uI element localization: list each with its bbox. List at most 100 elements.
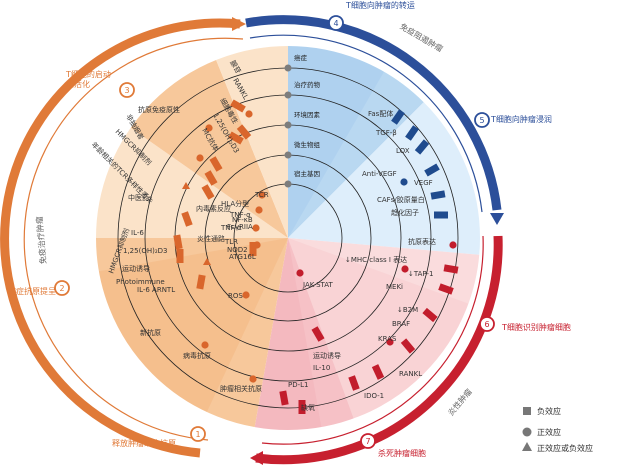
ring-dot bbox=[284, 151, 292, 159]
negative-marker bbox=[249, 242, 257, 256]
ring-label: 癌症 bbox=[294, 53, 308, 62]
positive-marker bbox=[400, 178, 408, 186]
positive-marker bbox=[201, 341, 209, 349]
negative-marker bbox=[204, 170, 218, 186]
stage-arc-blue bbox=[245, 15, 502, 211]
factor-label: 新抗原 bbox=[140, 328, 161, 337]
factor-label: ROS bbox=[228, 292, 243, 300]
factor-label: FcγRIIA bbox=[227, 223, 253, 231]
stage-number: 6 bbox=[484, 320, 489, 329]
negative-marker bbox=[230, 99, 246, 113]
factor-label: TGF-β bbox=[375, 129, 397, 137]
negative-marker bbox=[181, 211, 193, 227]
stage-arc-orange-inner bbox=[23, 37, 244, 441]
stage-arc-blue-inner bbox=[249, 34, 483, 213]
factor-markers bbox=[173, 99, 459, 414]
stage-number: 5 bbox=[479, 116, 484, 125]
positive-marker bbox=[242, 291, 250, 299]
factor-label: Anti-VEGF bbox=[362, 170, 397, 178]
factor-label: IL-6 bbox=[131, 229, 144, 237]
mixed-marker bbox=[182, 182, 190, 189]
outer-circle bbox=[94, 44, 482, 432]
negative-marker bbox=[443, 264, 459, 274]
stage-badge bbox=[190, 426, 206, 442]
negative-marker bbox=[298, 400, 306, 414]
factor-label: 1,25(OH)₂D3 bbox=[123, 247, 167, 255]
factor-label: TCR bbox=[254, 191, 269, 199]
arrowhead-orange bbox=[232, 17, 246, 31]
factor-label: HLA分型 bbox=[221, 199, 249, 208]
negative-marker bbox=[400, 338, 416, 354]
stage-label: T细胞的启动 bbox=[65, 69, 111, 79]
stage-label: 释放肿瘤细胞抗原 bbox=[112, 438, 176, 448]
negative-marker bbox=[371, 364, 385, 380]
ring-dot bbox=[284, 180, 292, 188]
sector-wedge bbox=[95, 127, 288, 238]
legend-square-icon bbox=[523, 407, 531, 415]
stage-label: T细胞识别肿瘤细胞 bbox=[501, 322, 571, 332]
negative-marker bbox=[414, 139, 430, 155]
sector-wedges bbox=[94, 44, 482, 432]
factor-label: ↓B2M bbox=[397, 306, 418, 314]
stage-arcs bbox=[0, 15, 504, 465]
sector-wedge bbox=[215, 45, 288, 238]
positive-marker bbox=[449, 241, 457, 249]
ring-dot bbox=[284, 91, 292, 99]
negative-marker bbox=[434, 211, 448, 219]
stage-number: 4 bbox=[333, 19, 338, 28]
factor-label: NF-κB bbox=[232, 216, 253, 224]
factor-label: PD-L1 bbox=[288, 381, 309, 389]
factor-label: IL-6 ARNTL bbox=[137, 286, 175, 294]
negative-marker bbox=[279, 390, 289, 406]
stage-badge bbox=[360, 433, 376, 449]
stage-number: 1 bbox=[195, 430, 200, 439]
positive-marker bbox=[296, 269, 304, 277]
factor-label: 运动诱导 bbox=[313, 351, 341, 360]
stage-badge bbox=[119, 82, 135, 98]
factor-label: MEKi bbox=[386, 283, 403, 291]
stage-label: T细胞向肿瘤浸润 bbox=[490, 114, 552, 124]
negative-marker bbox=[405, 125, 419, 141]
arrowhead-blue bbox=[490, 213, 504, 225]
negative-marker bbox=[196, 274, 206, 290]
arrowhead-red bbox=[250, 451, 263, 465]
negative-marker bbox=[391, 109, 405, 125]
ring-dot bbox=[284, 121, 292, 129]
factor-label: 抗原表达 bbox=[408, 237, 436, 246]
sector-wedge bbox=[129, 59, 288, 239]
phase-label: 免疫治疗肿瘤 bbox=[34, 216, 48, 265]
legend: 负效应 正效应 正效应或负效应 bbox=[522, 406, 593, 453]
negative-marker bbox=[424, 163, 440, 177]
stage-arc-orange bbox=[0, 18, 241, 458]
legend-triangle-icon bbox=[522, 442, 532, 451]
negative-marker bbox=[422, 307, 438, 323]
positive-marker bbox=[401, 265, 409, 273]
factor-label: NOD2 bbox=[227, 246, 248, 254]
factor-label: BRAF bbox=[392, 320, 410, 328]
factor-label: TNF-α bbox=[220, 224, 242, 232]
legend-positive: 正效应 bbox=[537, 427, 561, 437]
factor-label: 中医药 bbox=[128, 193, 149, 202]
negative-marker bbox=[176, 249, 184, 263]
legend-circle-icon bbox=[522, 427, 532, 437]
sector-wedge-inner bbox=[288, 238, 470, 429]
stage-badge bbox=[479, 316, 495, 332]
ring-dot bbox=[284, 64, 292, 72]
negative-marker bbox=[228, 131, 244, 145]
negative-marker bbox=[348, 375, 360, 391]
mixed-marker bbox=[203, 258, 211, 265]
negative-marker bbox=[438, 283, 454, 295]
factor-label: 病毒抗原 bbox=[183, 351, 211, 360]
factor-label: TNF-α bbox=[229, 211, 251, 219]
stage-label: 和活化 bbox=[66, 79, 90, 89]
stage-badge bbox=[54, 280, 70, 296]
positive-marker bbox=[386, 338, 394, 346]
factor-label: LOX bbox=[396, 147, 410, 155]
ring-label: 环境因素 bbox=[294, 110, 321, 119]
factor-label: 趋化因子 bbox=[391, 208, 419, 217]
sector-wedge bbox=[288, 101, 481, 255]
negative-marker bbox=[209, 156, 223, 172]
stage-number: 7 bbox=[365, 437, 370, 446]
negative-marker bbox=[236, 124, 252, 140]
